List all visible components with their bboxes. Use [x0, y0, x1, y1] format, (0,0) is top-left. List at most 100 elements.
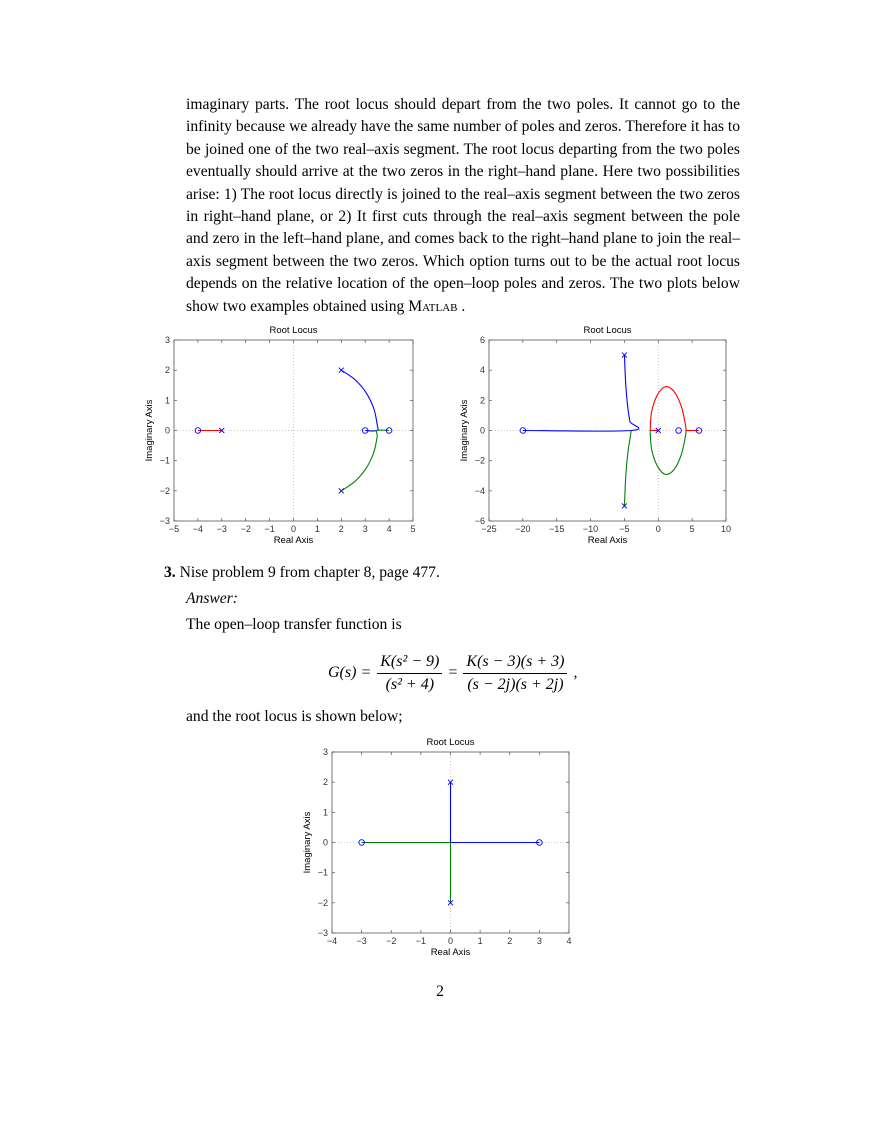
fraction-2: K(s − 3)(s + 3) (s − 2j)(s + 2j) — [463, 653, 568, 694]
y-tick-label: 2 — [323, 777, 328, 787]
zero-marker — [519, 427, 527, 434]
y-tick-label: −2 — [318, 898, 328, 908]
chart-title: Root Locus — [426, 737, 474, 748]
x-tick-label: 1 — [315, 524, 320, 534]
matlab-name: Matlab — [408, 297, 458, 315]
fraction-1: K(s² − 9) (s² + 4) — [377, 653, 443, 694]
y-tick-label: 3 — [165, 335, 170, 345]
y-tick-label: 0 — [480, 426, 485, 436]
locus-branch — [649, 430, 687, 475]
problem-number: 3. — [164, 564, 176, 581]
pole-marker — [338, 367, 345, 373]
zero-marker — [194, 427, 202, 434]
answer-label: Answer: — [186, 590, 238, 607]
y-tick-label: 0 — [323, 838, 328, 848]
y-axis-label: Imaginary Axis — [302, 811, 313, 873]
body-paragraph: imaginary parts. The root locus should d… — [186, 94, 740, 318]
x-tick-label: −2 — [386, 936, 396, 946]
x-tick-label: 4 — [387, 524, 392, 534]
equation-lhs: G(s) = — [328, 664, 372, 681]
x-axis-label: Real Axis — [588, 535, 628, 544]
intro-text: The open–loop transfer function is — [186, 616, 402, 633]
x-tick-label: 5 — [410, 524, 415, 534]
fraction-2-numerator: K(s − 3)(s + 3) — [463, 653, 568, 674]
y-tick-label: 0 — [165, 426, 170, 436]
x-tick-label: −2 — [241, 524, 251, 534]
transfer-function-equation: G(s) = K(s² − 9) (s² + 4) = K(s − 3)(s +… — [328, 648, 577, 698]
y-tick-label: 3 — [323, 747, 328, 757]
x-tick-label: −1 — [416, 936, 426, 946]
zero-marker — [358, 839, 365, 846]
page-number: 2 — [436, 983, 444, 1000]
paragraph-text: imaginary parts. The root locus should d… — [186, 96, 740, 315]
x-tick-label: 2 — [507, 936, 512, 946]
chart-title: Root Locus — [269, 325, 317, 336]
x-tick-label: −4 — [327, 936, 337, 946]
zero-marker — [695, 427, 703, 434]
x-tick-label: −20 — [515, 524, 530, 534]
fraction-1-denominator: (s² + 4) — [385, 675, 435, 693]
x-tick-label: −1 — [264, 524, 274, 534]
y-tick-label: 6 — [480, 335, 485, 345]
pole-marker — [655, 427, 662, 434]
pole-marker — [621, 503, 628, 509]
x-axis-label: Real Axis — [274, 535, 314, 544]
locus-branch — [649, 386, 687, 431]
x-tick-label: −3 — [217, 524, 227, 534]
pole-marker — [621, 352, 628, 358]
x-tick-label: 3 — [363, 524, 368, 534]
y-tick-label: −4 — [475, 486, 485, 496]
y-tick-label: −6 — [475, 516, 485, 526]
y-tick-label: 4 — [480, 365, 485, 375]
chart-title: Root Locus — [583, 325, 631, 336]
x-axis-label: Real Axis — [431, 947, 471, 956]
x-tick-label: −15 — [549, 524, 564, 534]
x-tick-label: −25 — [481, 524, 496, 534]
y-tick-label: 1 — [165, 395, 170, 405]
paragraph-tail: . — [457, 297, 466, 315]
x-tick-label: 4 — [566, 936, 571, 946]
x-tick-label: −10 — [583, 524, 598, 534]
y-tick-label: 2 — [165, 365, 170, 375]
fraction-2-denominator: (s − 2j)(s + 2j) — [467, 675, 564, 693]
fraction-1-numerator: K(s² − 9) — [377, 653, 443, 674]
y-tick-label: −3 — [160, 516, 170, 526]
pole-marker — [218, 427, 225, 434]
x-tick-label: 3 — [537, 936, 542, 946]
locus-branch — [522, 355, 640, 432]
zero-marker — [675, 427, 682, 434]
y-tick-label: −3 — [318, 928, 328, 938]
pole-marker — [338, 488, 345, 494]
zero-marker — [536, 839, 543, 846]
locus-branch — [623, 430, 632, 506]
pole-marker — [447, 900, 454, 906]
y-tick-label: −1 — [160, 456, 170, 466]
problem-heading: 3. Nise problem 9 from chapter 8, page 4… — [164, 562, 764, 584]
pole-marker — [447, 779, 454, 785]
x-tick-label: 2 — [339, 524, 344, 534]
equation-trail: , — [573, 664, 578, 681]
equation-equals: = — [448, 664, 458, 681]
x-tick-label: 5 — [690, 524, 695, 534]
problem-text: Nise problem 9 from chapter 8, page 477. — [179, 564, 440, 581]
y-tick-label: 1 — [323, 807, 328, 817]
x-tick-label: 0 — [448, 936, 453, 946]
x-tick-label: 0 — [291, 524, 296, 534]
y-axis-label: Imaginary Axis — [459, 399, 470, 461]
locus-branch — [340, 429, 390, 492]
y-tick-label: 2 — [480, 395, 485, 405]
zero-marker — [385, 427, 393, 434]
x-tick-label: −3 — [356, 936, 366, 946]
outro-text: and the root locus is shown below; — [186, 708, 403, 725]
y-axis-label: Imaginary Axis — [144, 399, 155, 461]
x-tick-label: −5 — [169, 524, 179, 534]
x-tick-label: −4 — [193, 524, 203, 534]
zero-marker — [361, 427, 369, 434]
x-tick-label: 1 — [478, 936, 483, 946]
y-tick-label: −2 — [475, 456, 485, 466]
x-tick-label: 10 — [721, 524, 731, 534]
root-locus-chart-1: −5 −4 −3 −2 −1 0 1 2 3 4 5 −3 −2 −1 0 1 2 3 Root Locus Real… — [144, 325, 416, 544]
y-tick-label: −2 — [160, 486, 170, 496]
